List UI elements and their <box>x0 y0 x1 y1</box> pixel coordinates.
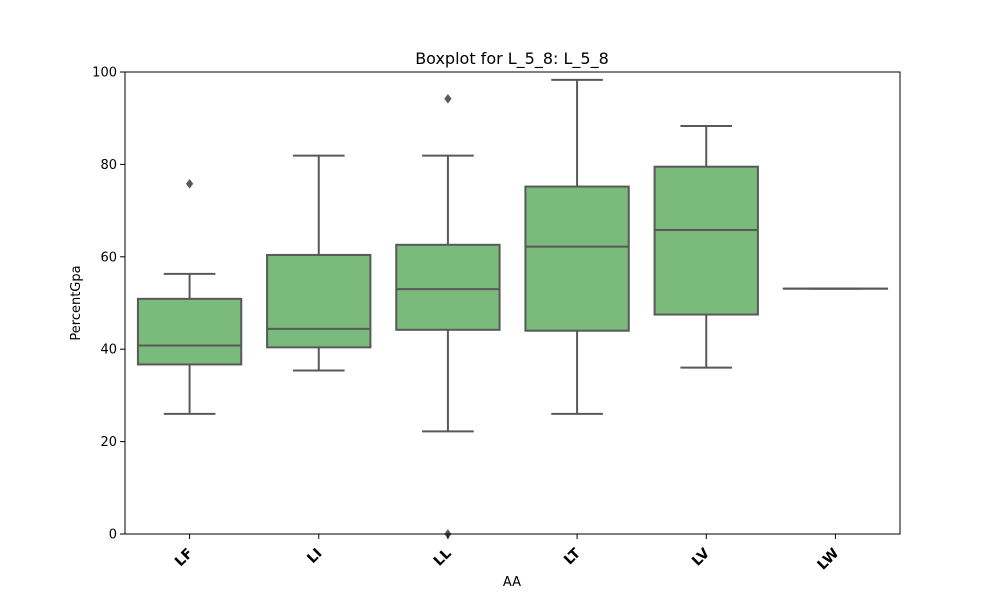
x-tick-label: LI <box>304 546 325 567</box>
box-group <box>653 125 759 369</box>
plot-frame <box>124 71 901 535</box>
box-group <box>524 78 630 415</box>
box-iqr <box>266 253 372 349</box>
y-axis: 0 20 40 60 80 100 <box>92 66 125 543</box>
y-tick-label: 80 <box>100 158 117 173</box>
box-iqr <box>653 165 759 316</box>
x-tick-label: LV <box>689 545 713 569</box>
x-tick-label: LT <box>561 545 584 568</box>
box-group <box>136 178 243 415</box>
chart-title: Boxplot for L_5_8: L_5_8 <box>415 49 609 69</box>
box-group <box>395 93 501 539</box>
x-axis-label: AA <box>503 575 521 590</box>
x-tick-label: LL <box>431 545 455 569</box>
x-axis: LF LI LL LT LV LW <box>172 534 842 573</box>
outlier-point <box>444 93 452 104</box>
y-axis-label: PercentGpa <box>69 265 84 340</box>
x-tick-label: LW <box>814 546 842 574</box>
y-tick-label: 100 <box>92 66 117 81</box>
x-tick-label: LF <box>172 546 196 570</box>
box-iqr <box>395 243 501 331</box>
box-iqr <box>524 185 630 332</box>
box-group <box>266 154 372 372</box>
y-tick-label: 0 <box>109 528 117 543</box>
y-tick-label: 20 <box>100 435 117 450</box>
y-tick-label: 40 <box>100 343 117 358</box>
outlier-point <box>185 178 194 189</box>
y-tick-label: 60 <box>100 250 117 265</box>
plot-area <box>136 78 889 539</box>
box-iqr <box>136 297 243 366</box>
